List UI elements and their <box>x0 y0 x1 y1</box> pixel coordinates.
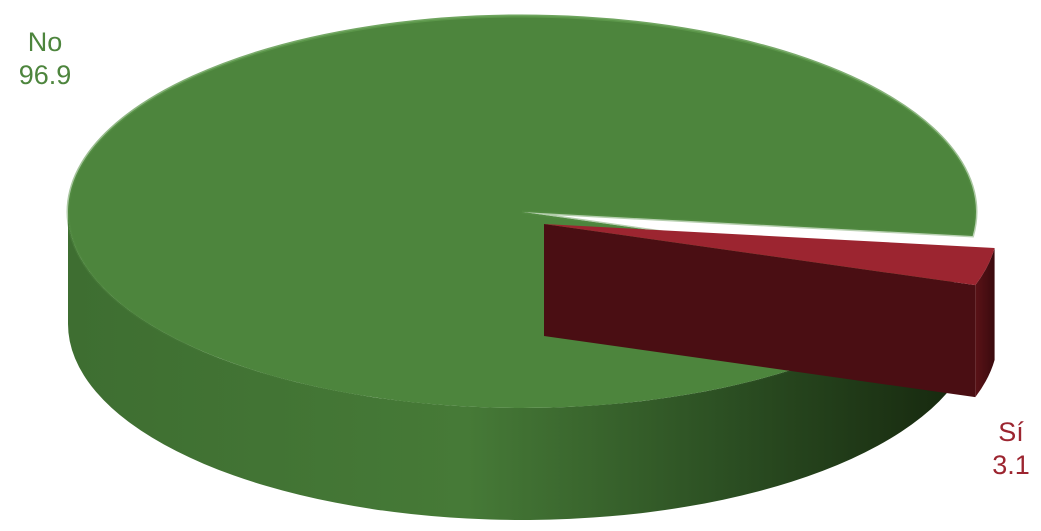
slice-label-si-name: Sí <box>998 417 1024 447</box>
slice-cut-face-si <box>544 224 976 398</box>
slice-rim-no <box>66 14 978 410</box>
slice-label-no: No 96.9 <box>0 26 90 92</box>
slice-label-si-value: 3.1 <box>992 450 1030 480</box>
slice-side-si <box>975 247 995 398</box>
slice-label-no-name: No <box>27 27 63 57</box>
slice-side-no <box>68 212 954 520</box>
slice-si <box>544 224 995 286</box>
slice-label-si: Sí 3.1 <box>982 416 1040 482</box>
slice-label-no-value: 96.9 <box>18 60 72 90</box>
